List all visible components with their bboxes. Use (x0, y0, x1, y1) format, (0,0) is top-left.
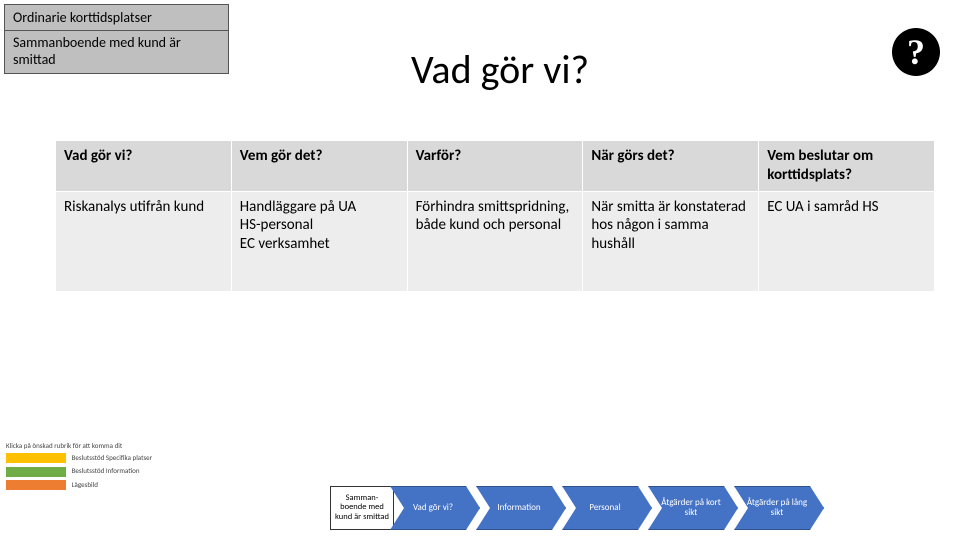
footnote-heading: Klicka på önskad rubrik för att komma di… (6, 441, 152, 450)
breadcrumb-box-2: Sammanboende med kund är smittad (4, 31, 229, 74)
footnote-row[interactable]: Lägesbild (6, 480, 152, 490)
nav-step[interactable]: Åtgärder på lång sikt (734, 486, 824, 530)
help-icon[interactable]: ? (892, 28, 940, 76)
nav-context-box[interactable]: Samman-boende med kund är smittad (330, 486, 394, 530)
cell: Handläggare på UA HS-personal EC verksam… (231, 191, 407, 291)
cell: När smitta är konstaterad hos någon i sa… (583, 191, 759, 291)
col-header: När görs det? (583, 141, 759, 192)
col-header: Vem gör det? (231, 141, 407, 192)
col-header: Varför? (407, 141, 583, 192)
footnote-label: Beslutsstöd Information (72, 466, 140, 475)
footnote-label: Lägesbild (72, 480, 98, 489)
nav-step[interactable]: Information (476, 486, 566, 530)
footnote: Klicka på önskad rubrik för att komma di… (6, 438, 152, 490)
footnote-label: Beslutsstöd Specifika platser (72, 453, 153, 462)
col-header: Vad gör vi? (56, 141, 232, 192)
nav-step[interactable]: Åtgärder på kort sikt (648, 486, 738, 530)
nav-step[interactable]: Vad gör vi? (390, 486, 480, 530)
cell: Förhindra smittspridning, både kund och … (407, 191, 583, 291)
color-bar-icon (6, 480, 66, 490)
footnote-row[interactable]: Beslutsstöd Information (6, 466, 152, 476)
breadcrumb-box-1: Ordinarie korttidsplatser (4, 4, 229, 31)
nav-step[interactable]: Personal (562, 486, 652, 530)
color-bar-icon (6, 467, 66, 477)
footnote-row[interactable]: Beslutsstöd Specifika platser (6, 453, 152, 463)
page-title: Vad gör vi? (300, 45, 700, 94)
color-bar-icon (6, 453, 66, 463)
cell: EC UA i samråd HS (759, 191, 935, 291)
bottom-nav: Samman-boende med kund är smittad Vad gö… (330, 486, 824, 530)
main-table: Vad gör vi? Vem gör det? Varför? När gör… (55, 140, 935, 292)
cell: Riskanalys utifrån kund (56, 191, 232, 291)
col-header: Vem beslutar om korttidsplats? (759, 141, 935, 192)
table-row: Riskanalys utifrån kund Handläggare på U… (56, 191, 935, 291)
